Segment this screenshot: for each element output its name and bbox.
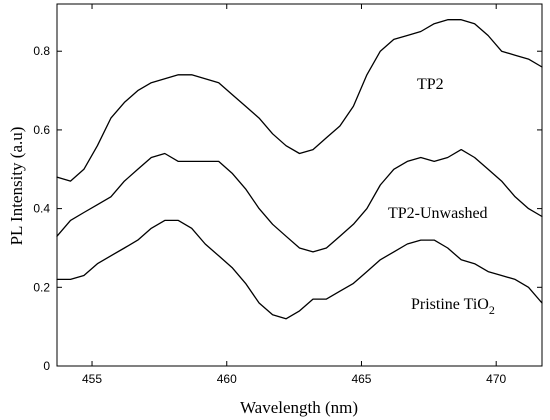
y-tick-label: 0.2 <box>33 280 50 294</box>
tp2-label: TP2 <box>417 76 444 93</box>
y-axis-title: PL Intensity (a.u) <box>7 127 26 246</box>
plot-frame <box>56 3 543 367</box>
y-tick-label: 0.8 <box>33 44 50 58</box>
pristine-tio2-label: Pristine TiO2 <box>411 296 495 317</box>
x-tick-label: 470 <box>486 372 506 386</box>
tp2-line <box>56 19 543 182</box>
plot-area <box>56 3 543 367</box>
series-lines <box>56 19 543 320</box>
x-tick-label: 465 <box>351 372 371 386</box>
y-tick-label: 0.4 <box>33 202 50 216</box>
x-axis-title: Wavelength (nm) <box>240 398 358 417</box>
pristine-tio2-line <box>56 219 543 320</box>
x-tick-label: 455 <box>82 372 102 386</box>
tp2-unwashed-label: TP2-Unwashed <box>388 205 488 222</box>
y-tick-label: 0 <box>43 359 50 373</box>
x-tick-label: 460 <box>217 372 237 386</box>
y-tick-label: 0.6 <box>33 123 50 137</box>
axis-ticks: 455 460 465 470 0 0.2 0.4 0.6 0.8 <box>33 4 542 386</box>
series-labels: TP2 TP2-Unwashed Pristine TiO2 <box>388 76 495 317</box>
tp2-unwashed-line <box>56 148 543 253</box>
